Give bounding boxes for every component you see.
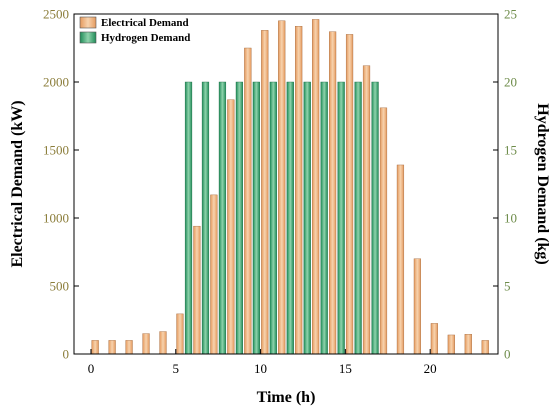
- right-tick-label-20: 20: [504, 75, 517, 90]
- x-axis-ticks: 0 5 10 15 20: [88, 349, 437, 376]
- legend-swatch-electrical: [79, 16, 97, 29]
- plot-frame: [73, 13, 499, 355]
- x-axis-title: Time (h): [257, 389, 316, 406]
- legend-swatch-hydrogen: [79, 31, 97, 44]
- hydrogen-bar-8: [218, 81, 227, 355]
- electrical-bar-16: [362, 65, 371, 355]
- hydrogen-bar-7: [201, 81, 210, 355]
- electrical-bar-19: [413, 258, 422, 355]
- electrical-bar-15: [345, 34, 354, 355]
- electrical-bar-22: [464, 334, 472, 355]
- hydrogen-bar-11: [269, 81, 277, 355]
- right-tick-label-5: 5: [504, 279, 511, 294]
- electrical-bar-8: [227, 99, 235, 355]
- right-tick-label-25: 25: [504, 7, 517, 22]
- right-axis-title: Hydrogen Demand (kg): [534, 103, 550, 265]
- electrical-bar-14: [329, 31, 337, 355]
- electrical-bar-21: [447, 334, 455, 355]
- electrical-bar-12: [295, 26, 303, 355]
- right-axis-ticks: 0 5 10 15 20 25: [493, 7, 517, 362]
- left-tick-label-1000: 1000: [43, 211, 69, 226]
- hydrogen-bar-9: [235, 81, 244, 355]
- electrical-bar-4: [159, 331, 167, 355]
- left-tick-label-500: 500: [50, 279, 70, 294]
- hydrogen-bar-12: [286, 81, 294, 355]
- electrical-bar-20: [430, 323, 438, 355]
- hydrogen-bar-6: [184, 81, 193, 355]
- electrical-bar-1: [108, 340, 116, 355]
- electrical-bar-10: [261, 30, 269, 355]
- x-tick-label-10: 10: [254, 361, 267, 376]
- hydrogen-bar-14: [320, 81, 328, 355]
- electrical-bar-3: [142, 333, 150, 355]
- electrical-bar-2: [125, 340, 133, 355]
- electrical-bar-0: [91, 340, 99, 355]
- hydrogen-bar-16: [354, 81, 362, 355]
- electrical-bar-11: [278, 20, 286, 355]
- right-tick-label-10: 10: [504, 211, 517, 226]
- hydrogen-bar-13: [303, 81, 311, 355]
- electrical-demand-bars: [91, 19, 489, 355]
- electrical-bar-6: [193, 225, 201, 355]
- legend: Electrical Demand Hydrogen Demand: [79, 16, 190, 44]
- legend-label-hydrogen: Hydrogen Demand: [101, 32, 190, 44]
- hydrogen-bar-10: [252, 81, 260, 355]
- left-tick-label-0: 0: [63, 347, 70, 362]
- electrical-bar-7: [210, 194, 218, 355]
- x-tick-label-15: 15: [339, 361, 352, 376]
- x-tick-label-5: 5: [173, 361, 180, 376]
- electrical-bar-23: [481, 340, 489, 355]
- electrical-bar-5: [176, 313, 184, 355]
- right-tick-label-0: 0: [504, 347, 511, 362]
- left-tick-label-1500: 1500: [43, 143, 69, 158]
- left-tick-label-2500: 2500: [43, 7, 69, 22]
- left-axis-title: Electrical Demand (kW): [9, 100, 26, 267]
- electrical-bar-17: [379, 107, 388, 355]
- electrical-bar-9: [244, 47, 252, 355]
- left-axis-ticks: 0 500 1000 1500 2000 2500: [43, 7, 79, 362]
- legend-label-electrical: Electrical Demand: [101, 17, 189, 29]
- x-tick-label-20: 20: [424, 361, 437, 376]
- electrical-bar-13: [312, 19, 320, 355]
- hydrogen-bar-17: [371, 81, 379, 355]
- x-tick-label-0: 0: [88, 361, 95, 376]
- left-tick-label-2000: 2000: [43, 75, 69, 90]
- hydrogen-demand-bars: [184, 81, 379, 355]
- right-tick-label-15: 15: [504, 143, 517, 158]
- electrical-bar-18: [396, 164, 405, 355]
- hydrogen-bar-15: [337, 81, 345, 355]
